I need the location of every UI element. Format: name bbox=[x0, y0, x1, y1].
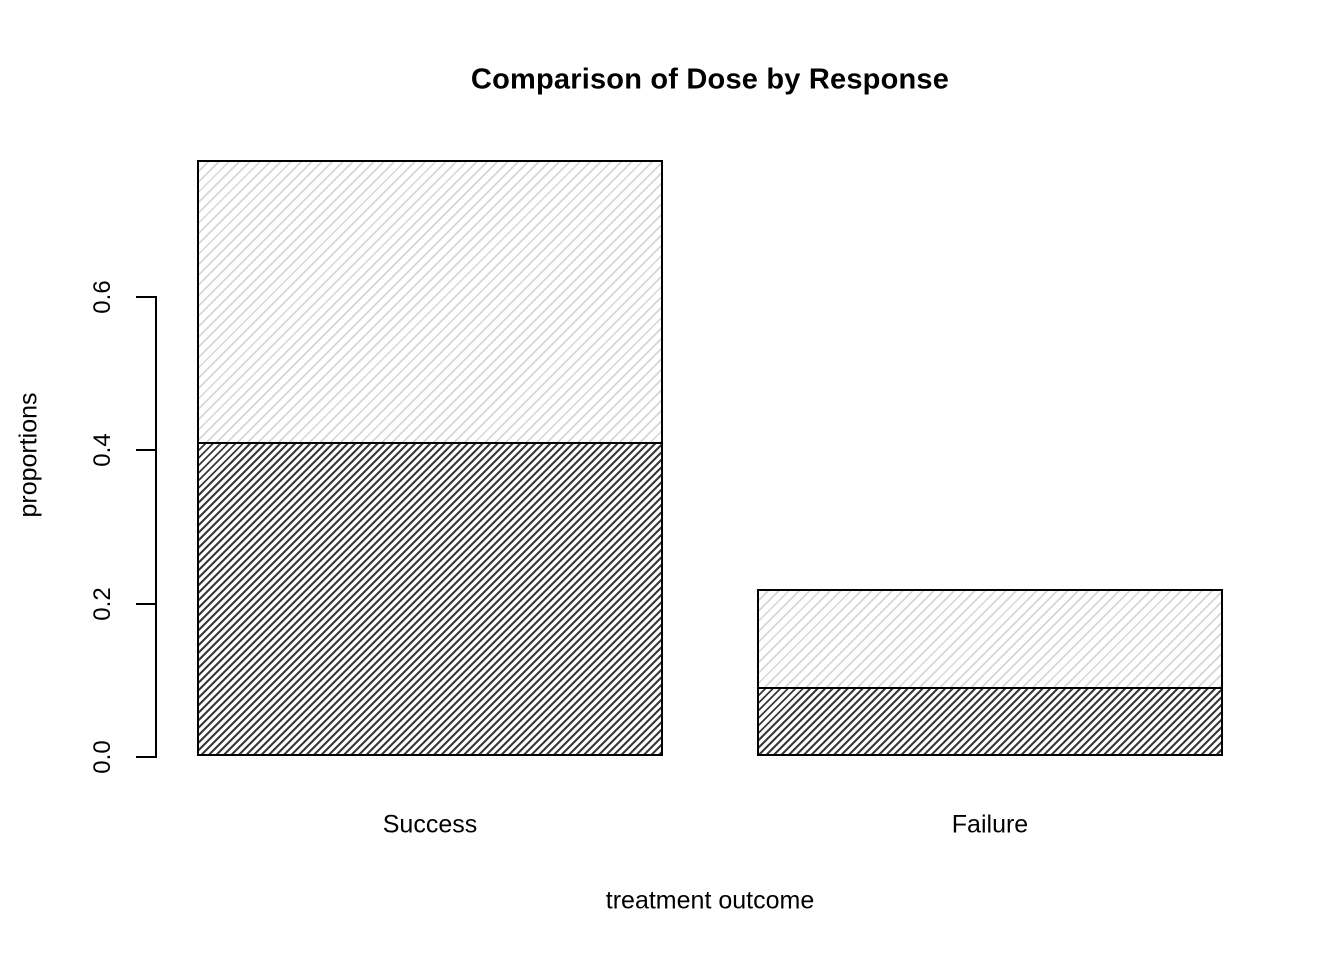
y-axis-tick bbox=[136, 756, 156, 758]
chart-title: Comparison of Dose by Response bbox=[470, 63, 950, 96]
y-axis-tick-label: 0.0 bbox=[89, 740, 116, 774]
y-axis-tick bbox=[136, 603, 156, 605]
bar-success-bottom-segment bbox=[197, 442, 663, 756]
y-axis-tick bbox=[136, 296, 156, 298]
y-axis-tick-label: 0.2 bbox=[89, 587, 116, 621]
x-axis-title: treatment outcome bbox=[605, 886, 815, 915]
y-axis-tick-label: 0.4 bbox=[89, 433, 116, 467]
bar-success-top-segment bbox=[197, 160, 663, 444]
bar-failure-top-segment bbox=[757, 589, 1223, 689]
bar-failure-bottom-segment bbox=[757, 687, 1223, 756]
y-axis-tick bbox=[136, 449, 156, 451]
y-axis-title: proportions bbox=[14, 392, 43, 518]
category-label-failure: Failure bbox=[951, 810, 1029, 839]
y-axis-tick-label: 0.6 bbox=[89, 280, 116, 314]
y-axis-line bbox=[155, 296, 157, 758]
category-label-success: Success bbox=[382, 810, 478, 839]
